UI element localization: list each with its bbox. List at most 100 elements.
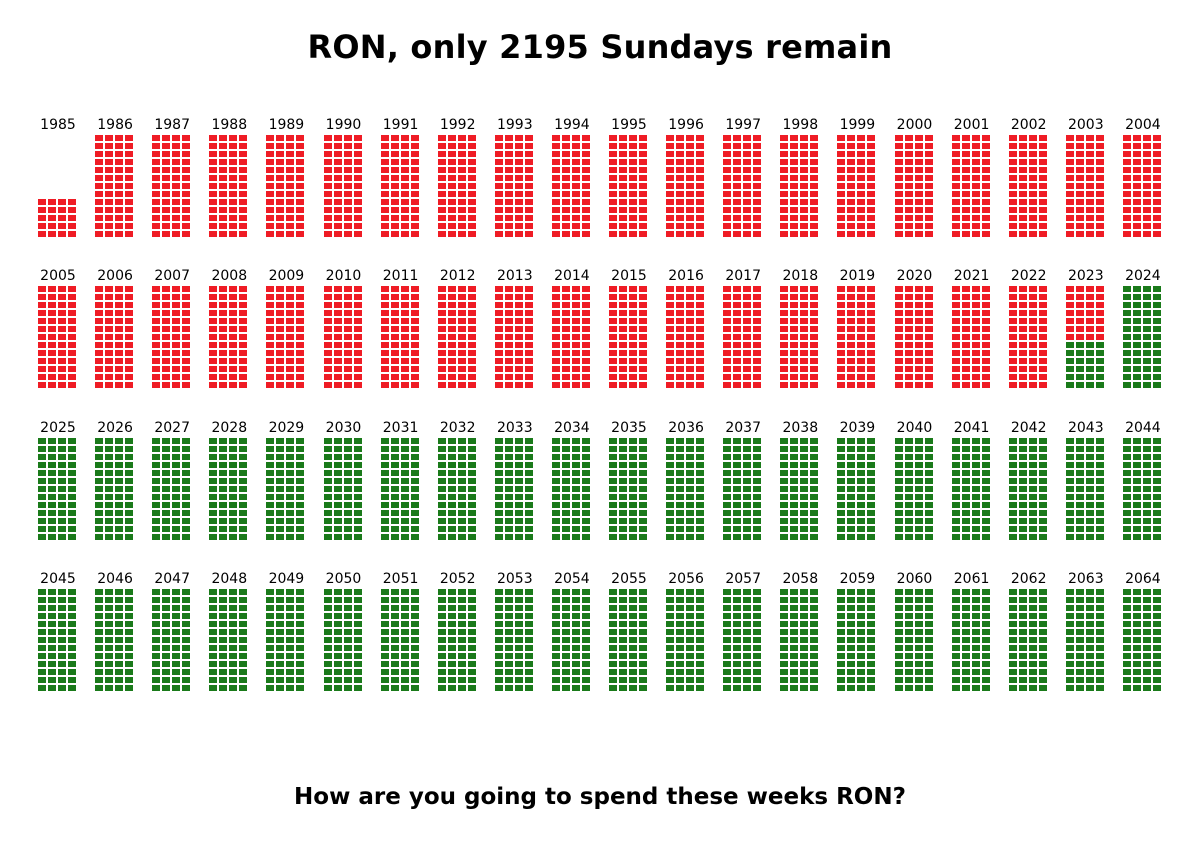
lived-week-cell bbox=[800, 294, 809, 301]
remaining-week-cell bbox=[1132, 517, 1141, 524]
remaining-week-cell bbox=[666, 493, 675, 500]
lived-week-cell bbox=[504, 159, 513, 165]
lived-week-cell bbox=[1085, 302, 1094, 309]
lived-week-cell bbox=[105, 231, 114, 237]
lived-week-cell bbox=[162, 159, 171, 165]
lived-week-cell bbox=[353, 183, 362, 189]
remaining-week-cell bbox=[619, 668, 627, 675]
remaining-week-cell bbox=[571, 437, 580, 444]
lived-week-cell bbox=[629, 310, 637, 317]
lived-week-cell bbox=[266, 199, 275, 205]
lived-week-cell bbox=[847, 334, 856, 341]
lived-week-cell bbox=[924, 183, 933, 189]
lived-week-cell bbox=[571, 318, 580, 325]
lived-week-cell bbox=[924, 286, 933, 293]
remaining-week-cell bbox=[504, 517, 513, 524]
lived-week-cell bbox=[1075, 334, 1084, 341]
remaining-week-cell bbox=[1085, 596, 1094, 603]
lived-week-cell bbox=[847, 175, 856, 181]
remaining-week-cell bbox=[914, 485, 923, 492]
lived-week-cell bbox=[380, 334, 389, 341]
lived-week-cell bbox=[400, 318, 409, 325]
remaining-week-cell bbox=[581, 485, 590, 492]
lived-week-cell bbox=[894, 223, 903, 229]
lived-week-cell bbox=[867, 374, 876, 381]
lived-week-cell bbox=[266, 143, 275, 149]
remaining-week-cell bbox=[447, 469, 456, 476]
lived-week-cell bbox=[125, 358, 134, 365]
remaining-week-cell bbox=[343, 477, 352, 484]
remaining-week-cell bbox=[837, 477, 846, 484]
lived-week-cell bbox=[323, 231, 332, 237]
remaining-week-cell bbox=[1038, 517, 1047, 524]
lived-week-cell bbox=[58, 294, 66, 301]
lived-week-cell bbox=[723, 334, 732, 341]
remaining-week-cell bbox=[800, 628, 809, 635]
remaining-week-cell bbox=[494, 453, 503, 460]
lived-week-cell bbox=[333, 223, 342, 229]
remaining-week-cell bbox=[390, 469, 399, 476]
remaining-week-cell bbox=[152, 684, 161, 691]
remaining-week-cell bbox=[58, 493, 66, 500]
remaining-week-cell bbox=[1038, 469, 1047, 476]
lived-week-cell bbox=[1028, 286, 1037, 293]
remaining-week-cell bbox=[115, 628, 124, 635]
remaining-week-cell bbox=[951, 620, 960, 627]
remaining-week-cell bbox=[239, 469, 248, 476]
lived-week-cell bbox=[1095, 215, 1104, 221]
lived-week-cell bbox=[971, 215, 980, 221]
lived-week-cell bbox=[115, 143, 124, 149]
lived-week-cell bbox=[619, 326, 627, 333]
lived-week-cell bbox=[467, 207, 476, 213]
remaining-week-cell bbox=[400, 604, 409, 611]
lived-week-cell bbox=[894, 151, 903, 157]
remaining-week-cell bbox=[125, 453, 134, 460]
remaining-week-cell bbox=[1028, 628, 1037, 635]
lived-week-cell bbox=[629, 231, 637, 237]
remaining-week-cell bbox=[58, 437, 66, 444]
lived-week-cell bbox=[182, 382, 191, 389]
lived-week-cell bbox=[686, 382, 695, 389]
remaining-week-cell bbox=[209, 636, 218, 643]
lived-week-cell bbox=[837, 382, 846, 389]
remaining-week-cell bbox=[152, 493, 161, 500]
lived-week-cell bbox=[380, 358, 389, 365]
lived-week-cell bbox=[800, 175, 809, 181]
remaining-week-cell bbox=[561, 620, 570, 627]
lived-week-cell bbox=[629, 215, 637, 221]
lived-week-cell bbox=[1038, 199, 1047, 205]
remaining-week-cell bbox=[1008, 501, 1017, 508]
remaining-week-cell bbox=[1075, 525, 1084, 532]
remaining-week-cell bbox=[353, 533, 362, 540]
lived-week-cell bbox=[390, 143, 399, 149]
year-block-2046: 2046 bbox=[95, 571, 135, 691]
remaining-week-cell bbox=[219, 461, 228, 468]
lived-week-cell bbox=[504, 334, 513, 341]
remaining-week-cell bbox=[182, 501, 191, 508]
lived-week-cell bbox=[1095, 167, 1104, 173]
remaining-week-cell bbox=[400, 477, 409, 484]
remaining-week-cell bbox=[1028, 596, 1037, 603]
lived-week-cell bbox=[152, 334, 161, 341]
remaining-week-cell bbox=[333, 517, 342, 524]
lived-week-cell bbox=[1038, 167, 1047, 173]
remaining-week-cell bbox=[1095, 382, 1104, 389]
lived-week-cell bbox=[276, 302, 285, 309]
remaining-week-cell bbox=[514, 596, 523, 603]
remaining-week-cell bbox=[780, 588, 789, 595]
lived-week-cell bbox=[400, 342, 409, 349]
lived-week-cell bbox=[219, 294, 228, 301]
lived-week-cell bbox=[971, 342, 980, 349]
remaining-week-cell bbox=[58, 517, 66, 524]
lived-week-cell bbox=[1132, 191, 1141, 197]
lived-week-cell bbox=[894, 358, 903, 365]
lived-week-cell bbox=[172, 358, 181, 365]
remaining-week-cell bbox=[904, 596, 913, 603]
remaining-week-cell bbox=[837, 493, 846, 500]
lived-week-cell bbox=[239, 135, 248, 141]
lived-week-cell bbox=[286, 318, 295, 325]
lived-week-cell bbox=[343, 302, 352, 309]
remaining-week-cell bbox=[790, 596, 799, 603]
lived-week-cell bbox=[390, 310, 399, 317]
lived-week-cell bbox=[629, 135, 637, 141]
